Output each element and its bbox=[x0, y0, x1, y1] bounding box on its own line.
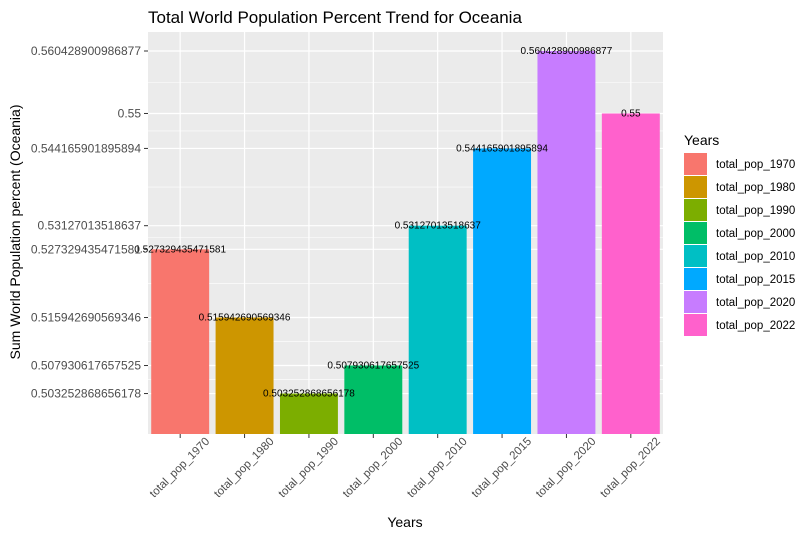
bar bbox=[151, 249, 210, 434]
bar bbox=[601, 113, 660, 434]
legend-key bbox=[684, 153, 707, 175]
bar bbox=[537, 50, 596, 435]
legend-key bbox=[684, 245, 707, 267]
bar bbox=[215, 317, 274, 434]
data-label: 0.527329435471581 bbox=[134, 244, 226, 255]
y-tick-label: 0.544165901895894 bbox=[31, 141, 141, 155]
data-label: 0.53127013518637 bbox=[395, 221, 482, 232]
data-label: 0.560428900986877 bbox=[521, 46, 613, 57]
legend: Years total_pop_1970 total_pop_1980 total_… bbox=[684, 132, 795, 336]
x-tick-label: total_pop_2000 bbox=[341, 436, 406, 501]
legend-key bbox=[684, 314, 707, 336]
x-axis-ticks: total_pop_1970 total_pop_1980 total_pop_19… bbox=[148, 434, 663, 500]
x-tick-label: total_pop_2022 bbox=[598, 436, 663, 501]
data-label: 0.507930617657525 bbox=[327, 361, 419, 372]
data-label: 0.55 bbox=[621, 108, 641, 119]
legend-key bbox=[684, 291, 707, 313]
x-tick-label: total_pop_1990 bbox=[276, 436, 341, 501]
legend-label: total_pop_1990 bbox=[716, 205, 795, 217]
legend-label: total_pop_2010 bbox=[716, 251, 795, 263]
y-tick-label: 0.55 bbox=[118, 106, 142, 120]
x-axis-title: Years bbox=[387, 514, 422, 530]
y-axis-title: Sum World Population percent (Oceania) bbox=[7, 105, 23, 360]
bar bbox=[408, 225, 467, 434]
legend-label: total_pop_2020 bbox=[716, 297, 795, 309]
legend-label: total_pop_1980 bbox=[716, 182, 795, 194]
bar bbox=[473, 148, 532, 434]
y-axis-ticks: 0.503252868656178 0.507930617657525 0.5159… bbox=[31, 44, 148, 401]
x-tick-label: total_pop_1980 bbox=[212, 436, 277, 501]
legend-label: total_pop_2000 bbox=[716, 228, 795, 240]
y-tick-label: 0.560428900986877 bbox=[31, 44, 141, 58]
legend-title: Years bbox=[684, 132, 719, 148]
legend-label: total_pop_1970 bbox=[716, 159, 795, 171]
legend-key bbox=[684, 222, 707, 244]
x-tick-label: total_pop_2020 bbox=[534, 436, 599, 501]
data-label: 0.515942690569346 bbox=[199, 313, 291, 324]
y-tick-label: 0.507930617657525 bbox=[31, 359, 141, 373]
legend-label: total_pop_2015 bbox=[716, 274, 795, 286]
data-label: 0.544165901895894 bbox=[456, 143, 548, 154]
bars bbox=[151, 50, 660, 435]
legend-key bbox=[684, 199, 707, 221]
y-tick-label: 0.515942690569346 bbox=[31, 311, 141, 325]
data-labels: 0.527329435471581 0.515942690569346 0.5032… bbox=[134, 46, 641, 400]
x-tick-label: total_pop_2015 bbox=[470, 436, 535, 501]
y-tick-label: 0.527329435471581 bbox=[31, 242, 141, 256]
bar bbox=[279, 393, 338, 434]
chart-title: Total World Population Percent Trend for… bbox=[148, 8, 522, 27]
legend-label: total_pop_2022 bbox=[716, 320, 795, 332]
y-tick-label: 0.53127013518637 bbox=[38, 219, 142, 233]
x-tick-label: total_pop_1970 bbox=[148, 436, 213, 501]
x-tick-label: total_pop_2010 bbox=[405, 436, 470, 501]
legend-key bbox=[684, 176, 707, 198]
bar bbox=[344, 365, 403, 434]
y-tick-label: 0.503252868656178 bbox=[31, 387, 141, 401]
data-label: 0.503252868656178 bbox=[263, 389, 355, 400]
legend-key bbox=[684, 268, 707, 290]
